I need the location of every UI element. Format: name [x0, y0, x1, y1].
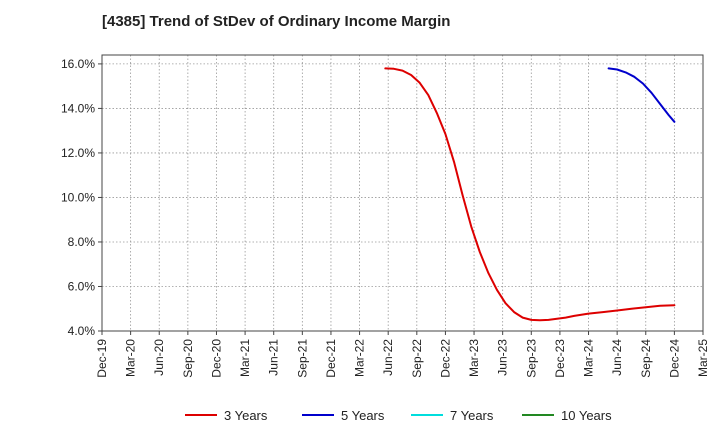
x-tick-label: Mar-21 [238, 339, 252, 377]
x-tick-label: Jun-23 [496, 339, 510, 376]
x-tick-label: Sep-22 [410, 339, 424, 378]
y-tick-label: 8.0% [68, 235, 96, 249]
legend-label: 3 Years [224, 408, 268, 423]
y-tick-label: 10.0% [61, 190, 95, 204]
x-tick-label: Jun-21 [267, 339, 281, 376]
y-tick-label: 16.0% [61, 57, 95, 71]
x-tick-label: Jun-20 [152, 339, 166, 376]
plot-area [102, 55, 703, 331]
x-tick-label: Jun-24 [610, 339, 624, 376]
series-line-5-years [607, 67, 676, 123]
x-tick-label: Dec-21 [324, 339, 338, 378]
x-tick-label: Dec-23 [553, 339, 567, 378]
x-tick-label: Jun-22 [381, 339, 395, 376]
y-tick-label: 12.0% [61, 146, 95, 160]
chart-title: [4385] Trend of StDev of Ordinary Income… [102, 13, 451, 30]
x-tick-label: Dec-19 [95, 339, 109, 378]
x-tick-label: Sep-21 [295, 339, 309, 378]
x-tick-label: Sep-23 [524, 339, 538, 378]
y-tick-label: 14.0% [61, 101, 95, 115]
x-tick-label: Mar-23 [467, 339, 481, 377]
series-line-3-years [384, 67, 676, 322]
x-tick-label: Mar-22 [353, 339, 367, 377]
y-tick-label: 6.0% [68, 279, 96, 293]
x-tick-label: Dec-22 [438, 339, 452, 378]
x-tick-label: Mar-25 [696, 339, 710, 377]
y-tick-label: 4.0% [68, 324, 96, 338]
legend-label: 10 Years [561, 408, 612, 423]
x-tick-label: Dec-24 [667, 339, 681, 378]
x-tick-label: Sep-24 [639, 339, 653, 378]
x-tick-label: Mar-20 [124, 339, 138, 377]
x-tick-label: Mar-24 [582, 339, 596, 377]
x-tick-label: Dec-20 [209, 339, 223, 378]
x-tick-label: Sep-20 [181, 339, 195, 378]
legend-label: 5 Years [341, 408, 385, 423]
legend-label: 7 Years [450, 408, 494, 423]
plot-border [101, 54, 704, 332]
